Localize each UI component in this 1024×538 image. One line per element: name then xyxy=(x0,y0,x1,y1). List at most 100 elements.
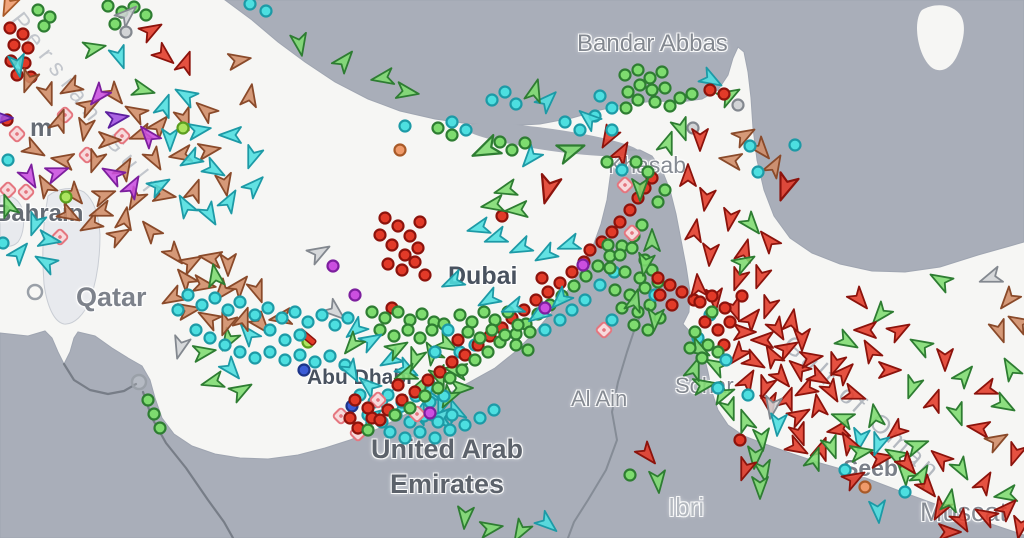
vessel-arrow-marker[interactable] xyxy=(169,334,192,360)
vessel-circle-marker[interactable] xyxy=(638,281,652,295)
vessel-arrow-marker[interactable] xyxy=(87,199,114,224)
vessel-arrow-marker[interactable] xyxy=(755,226,783,255)
vessel-arrow-marker[interactable] xyxy=(718,150,744,171)
vessel-arrow-marker[interactable] xyxy=(730,123,758,149)
vessel-circle-marker[interactable] xyxy=(398,119,412,133)
vessel-circle-marker[interactable] xyxy=(618,265,632,279)
vessel-circle-marker[interactable] xyxy=(741,388,755,402)
vessel-arrow-marker[interactable] xyxy=(833,328,861,355)
vessel-circle-marker[interactable] xyxy=(348,288,362,302)
vessel-circle-marker[interactable] xyxy=(373,413,387,427)
vessel-arrow-marker[interactable] xyxy=(798,348,824,369)
vessel-circle-marker[interactable] xyxy=(651,195,665,209)
vessel-circle-marker[interactable] xyxy=(675,285,689,299)
vessel-circle-marker[interactable] xyxy=(421,373,435,387)
vessel-arrow-marker[interactable] xyxy=(983,428,1011,454)
vessel-arrow-marker[interactable] xyxy=(950,361,978,390)
vessel-arrow-marker[interactable] xyxy=(215,311,239,338)
vessel-arrow-marker[interactable] xyxy=(734,366,761,395)
vessel-arrow-marker[interactable] xyxy=(196,140,222,161)
vessel-circle-marker[interactable] xyxy=(711,323,725,337)
vessel-arrow-marker[interactable] xyxy=(972,377,999,402)
vessel-arrow-marker[interactable] xyxy=(531,241,560,268)
vessel-circle-marker[interactable] xyxy=(21,41,35,55)
vessel-arrow-marker[interactable] xyxy=(805,364,833,391)
vessel-arrow-marker[interactable] xyxy=(55,201,83,228)
vessel-arrow-marker[interactable] xyxy=(926,268,955,294)
vessel-circle-marker[interactable] xyxy=(688,325,702,339)
vessel-arrow-marker[interactable] xyxy=(760,341,786,370)
vessel-arrow-marker[interactable] xyxy=(998,354,1024,383)
vessel-circle-marker[interactable] xyxy=(16,27,30,41)
vessel-arrow-marker[interactable] xyxy=(158,284,187,311)
vessel-arrow-marker[interactable] xyxy=(669,116,694,143)
vessel-arrow-marker[interactable] xyxy=(751,476,769,500)
station-diamond-marker[interactable] xyxy=(616,176,634,194)
vessel-arrow-marker[interactable] xyxy=(691,128,709,152)
vessel-arrow-marker[interactable] xyxy=(734,456,758,483)
vessel-arrow-marker[interactable] xyxy=(289,31,310,57)
vessel-circle-marker[interactable] xyxy=(567,279,581,293)
vessel-arrow-marker[interactable] xyxy=(783,434,811,461)
vessel-circle-marker[interactable] xyxy=(703,83,717,97)
vessel-circle-marker[interactable] xyxy=(288,305,302,319)
vessel-circle-marker[interactable] xyxy=(541,285,555,299)
port-ring-marker[interactable] xyxy=(130,373,148,391)
vessel-circle-marker[interactable] xyxy=(711,381,725,395)
vessel-arrow-marker[interactable] xyxy=(5,238,33,267)
vessel-arrow-marker[interactable] xyxy=(720,206,741,232)
vessel-arrow-marker[interactable] xyxy=(0,0,21,19)
vessel-circle-marker[interactable] xyxy=(147,407,161,421)
vessel-circle-marker[interactable] xyxy=(1,153,15,167)
vessel-circle-marker[interactable] xyxy=(523,325,537,339)
vessel-arrow-marker[interactable] xyxy=(47,107,72,134)
vessel-arrow-marker[interactable] xyxy=(150,41,178,69)
vessel-arrow-marker[interactable] xyxy=(114,206,135,232)
vessel-circle-marker[interactable] xyxy=(701,338,715,352)
vessel-arrow-marker[interactable] xyxy=(214,171,235,197)
vessel-arrow-marker[interactable] xyxy=(727,266,751,293)
vessel-circle-marker[interactable] xyxy=(535,271,549,285)
vessel-arrow-marker[interactable] xyxy=(152,92,177,119)
vessel-circle-marker[interactable] xyxy=(261,301,275,315)
vessel-arrow-marker[interactable] xyxy=(24,211,48,238)
vessel-arrow-marker[interactable] xyxy=(948,455,975,483)
vessel-arrow-marker[interactable] xyxy=(749,264,773,291)
vessel-circle-marker[interactable] xyxy=(603,261,617,275)
vessel-circle-marker[interactable] xyxy=(451,333,465,347)
vessel-circle-marker[interactable] xyxy=(413,215,427,229)
vessel-circle-marker[interactable] xyxy=(618,68,632,82)
vessel-arrow-marker[interactable] xyxy=(631,178,649,202)
vessel-arrow-marker[interactable] xyxy=(216,186,243,215)
vessel-circle-marker[interactable] xyxy=(613,215,627,229)
vessel-circle-marker[interactable] xyxy=(627,318,641,332)
vessel-arrow-marker[interactable] xyxy=(517,143,545,171)
vessel-circle-marker[interactable] xyxy=(315,308,329,322)
vessel-arrow-marker[interactable] xyxy=(198,248,224,269)
vessel-circle-marker[interactable] xyxy=(573,123,587,137)
vessel-circle-marker[interactable] xyxy=(195,298,209,312)
vessel-circle-marker[interactable] xyxy=(455,363,469,377)
vessel-arrow-marker[interactable] xyxy=(655,129,680,156)
vessel-arrow-marker[interactable] xyxy=(145,173,173,199)
vessel-circle-marker[interactable] xyxy=(579,269,593,283)
vessel-circle-marker[interactable] xyxy=(593,89,607,103)
vessel-arrow-marker[interactable] xyxy=(767,363,795,391)
vessel-circle-marker[interactable] xyxy=(648,95,662,109)
vessel-circle-marker[interactable] xyxy=(278,353,292,367)
vessel-arrow-marker[interactable] xyxy=(173,191,199,220)
vessel-circle-marker[interactable] xyxy=(233,345,247,359)
station-diamond-marker[interactable] xyxy=(17,183,35,201)
vessel-circle-marker[interactable] xyxy=(373,323,387,337)
vessel-arrow-marker[interactable] xyxy=(504,200,529,219)
vessel-arrow-marker[interactable] xyxy=(868,499,887,524)
vessel-arrow-marker[interactable] xyxy=(901,374,925,401)
vessel-arrow-marker[interactable] xyxy=(357,328,385,354)
vessel-circle-marker[interactable] xyxy=(326,259,340,273)
vessel-arrow-marker[interactable] xyxy=(404,346,428,373)
vessel-arrow-marker[interactable] xyxy=(608,138,635,167)
vessel-arrow-marker[interactable] xyxy=(841,382,868,407)
vessel-arrow-marker[interactable] xyxy=(104,108,130,129)
vessel-circle-marker[interactable] xyxy=(538,323,552,337)
vessel-arrow-marker[interactable] xyxy=(906,333,935,359)
